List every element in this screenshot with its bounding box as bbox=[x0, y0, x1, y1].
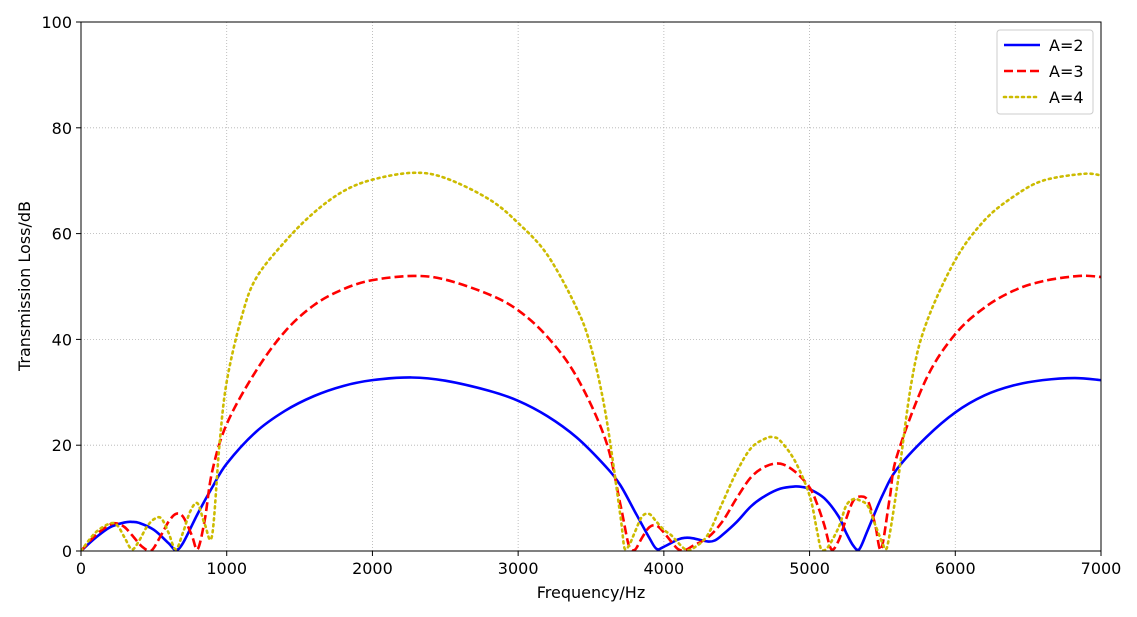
legend: A=2 A=3 A=4 bbox=[996, 29, 1094, 115]
legend-items: A=2 A=3 A=4 bbox=[1002, 36, 1084, 107]
x-tick-label: 0 bbox=[76, 559, 86, 578]
legend-box bbox=[996, 29, 1094, 115]
y-tick-label: 80 bbox=[52, 119, 72, 138]
legend-label: A=4 bbox=[1049, 88, 1084, 107]
x-tick-label: 1000 bbox=[206, 559, 247, 578]
grid-lines bbox=[81, 22, 1101, 551]
x-tick-label: 5000 bbox=[789, 559, 830, 578]
legend-label: A=2 bbox=[1049, 36, 1084, 55]
series-lines bbox=[81, 171, 1101, 551]
x-tick-label: 6000 bbox=[935, 559, 976, 578]
y-tick-label: 0 bbox=[62, 542, 72, 561]
x-tick-label: 4000 bbox=[643, 559, 684, 578]
legend-label: A=3 bbox=[1049, 62, 1084, 81]
x-axis-label: Frequency/Hz bbox=[537, 583, 645, 602]
y-tick-label: 60 bbox=[52, 225, 72, 244]
series-line-a-3 bbox=[81, 274, 1101, 551]
plot-frame bbox=[80, 21, 1102, 552]
y-axis-label: Transmission Loss/dB bbox=[15, 201, 34, 372]
axis-ticks: 0 1000 2000 3000 4000 5000 6000 7000 0 20 40 60 80 10… bbox=[41, 13, 1121, 578]
series-line-a-4 bbox=[81, 171, 1101, 551]
x-tick-label: 3000 bbox=[498, 559, 539, 578]
x-tick-label: 2000 bbox=[352, 559, 393, 578]
y-tick-label: 100 bbox=[41, 13, 72, 32]
y-tick-label: 20 bbox=[52, 436, 72, 455]
x-tick-label: 7000 bbox=[1081, 559, 1122, 578]
y-tick-label: 40 bbox=[52, 330, 72, 349]
